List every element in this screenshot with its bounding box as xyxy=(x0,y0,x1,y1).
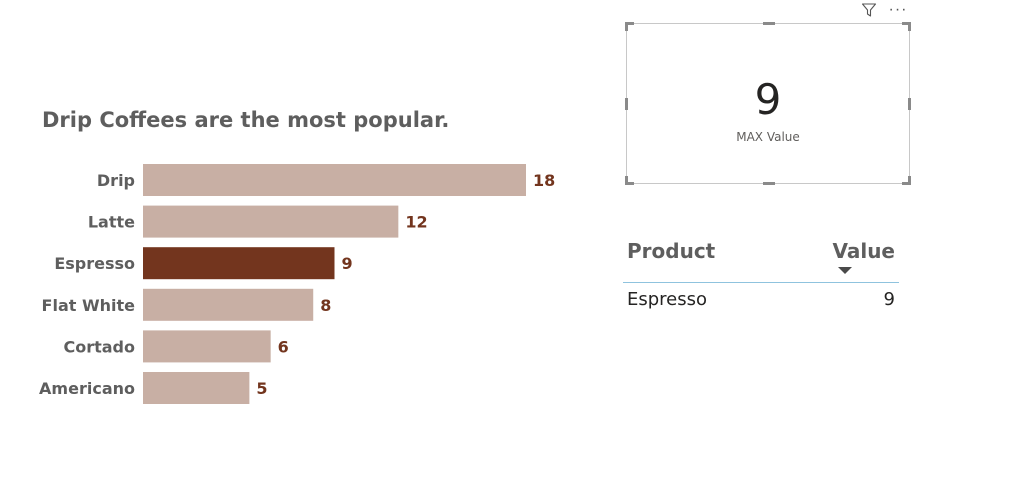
data-label: 18 xyxy=(533,171,555,190)
card-label: MAX Value xyxy=(736,130,800,144)
resize-handle-top-left[interactable] xyxy=(625,22,628,31)
data-label: 5 xyxy=(256,379,267,398)
data-label: 6 xyxy=(278,337,289,356)
card-value: 9 xyxy=(754,75,782,124)
resize-handle-bottom-left[interactable] xyxy=(625,176,628,185)
column-header-value[interactable]: Value xyxy=(832,239,895,263)
card-header-icons: ··· xyxy=(858,0,914,20)
category-label: Americano xyxy=(39,379,135,398)
data-label: 8 xyxy=(320,296,331,315)
resize-handle-top-left[interactable] xyxy=(625,22,634,25)
resize-handle-top-right[interactable] xyxy=(902,22,911,25)
table-cell-product: Espresso xyxy=(627,289,708,310)
table-row[interactable]: Espresso 9 xyxy=(623,283,899,313)
category-label: Cortado xyxy=(63,337,135,356)
chart-title: Drip Coffees are the most popular. xyxy=(42,108,450,132)
filter-icon[interactable] xyxy=(860,0,878,20)
resize-handle-left[interactable] xyxy=(625,98,628,110)
bar[interactable] xyxy=(143,164,526,196)
card-visual[interactable]: 9 MAX Value xyxy=(625,22,911,185)
bar[interactable] xyxy=(143,330,271,363)
resize-handle-top-right[interactable] xyxy=(908,22,911,31)
data-label: 12 xyxy=(405,213,427,232)
resize-handle-bottom-right[interactable] xyxy=(908,176,911,185)
more-options-icon[interactable]: ··· xyxy=(888,1,908,18)
table-cell-value: 9 xyxy=(883,289,895,310)
category-label: Espresso xyxy=(54,254,135,273)
bar[interactable] xyxy=(143,205,399,238)
category-label: Latte xyxy=(88,213,135,232)
table-visual: Product Value Espresso 9 xyxy=(623,238,899,313)
data-label: 9 xyxy=(342,254,353,273)
resize-handle-right[interactable] xyxy=(908,98,911,110)
resize-handle-bottom-right[interactable] xyxy=(902,182,911,185)
resize-handle-bottom-left[interactable] xyxy=(625,182,634,185)
bar-chart[interactable]: Drip 18 Latte 12 Espresso 9 Flat White 8 Cortado… xyxy=(0,150,600,420)
column-header-product[interactable]: Product xyxy=(627,239,716,263)
resize-handle-bottom[interactable] xyxy=(763,182,775,185)
table-header: Product Value xyxy=(623,238,899,283)
bar[interactable] xyxy=(143,288,314,321)
sort-descending-icon[interactable] xyxy=(838,267,852,274)
category-label: Drip xyxy=(97,171,135,190)
bar[interactable] xyxy=(143,247,335,280)
resize-handle-top[interactable] xyxy=(763,22,775,25)
category-label: Flat White xyxy=(42,296,136,315)
bar[interactable] xyxy=(143,372,250,404)
